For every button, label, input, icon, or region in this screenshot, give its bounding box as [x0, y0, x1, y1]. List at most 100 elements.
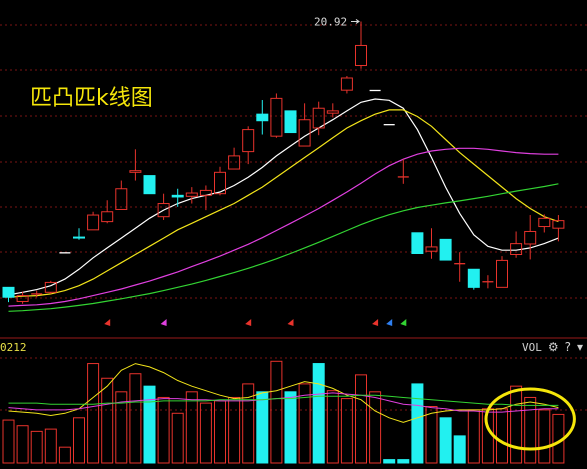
candle-body — [340, 77, 353, 91]
volume-bar — [496, 408, 508, 464]
signal-marker — [400, 319, 407, 326]
candle-body — [129, 170, 142, 173]
volume-bar — [538, 409, 551, 464]
signal-marker — [104, 319, 111, 326]
candle-body — [284, 110, 297, 134]
candle-body — [101, 211, 114, 223]
high-price-arrow — [351, 19, 360, 24]
candle-body — [552, 220, 565, 229]
candle — [552, 215, 565, 242]
volume-bar — [44, 428, 57, 464]
volume-bar — [115, 391, 128, 464]
candle — [228, 147, 241, 170]
candle-body — [411, 232, 424, 254]
candle — [340, 76, 353, 94]
candle — [157, 193, 170, 220]
candle — [411, 232, 424, 254]
candle — [524, 215, 537, 260]
candle — [482, 275, 494, 289]
volume-bar — [73, 417, 85, 464]
candle-body — [228, 155, 241, 170]
candle — [256, 100, 269, 135]
ma-line-ma-white — [8, 98, 559, 296]
ma-line-ma-yellow — [8, 109, 559, 298]
candle-body — [256, 113, 269, 122]
volume-bar — [439, 417, 452, 464]
candle-body — [115, 188, 128, 210]
candle — [397, 159, 409, 184]
candle — [214, 166, 226, 196]
volume-bar — [425, 406, 438, 464]
candle — [467, 268, 480, 290]
signal-markers — [104, 319, 407, 326]
candle — [31, 290, 43, 298]
signal-marker — [245, 319, 252, 326]
candle — [129, 149, 142, 181]
candle-body — [326, 110, 339, 114]
signal-marker — [372, 319, 379, 326]
volume-bar — [87, 363, 100, 464]
volume-bar — [242, 383, 255, 464]
candle-body — [298, 119, 311, 147]
candle — [115, 180, 128, 210]
candle — [355, 21, 367, 69]
candle — [510, 231, 523, 258]
candle-body — [425, 246, 438, 252]
volume-bar — [312, 363, 325, 464]
candle-body — [2, 286, 15, 298]
candle — [270, 93, 283, 138]
candle — [44, 280, 57, 294]
candle-body — [538, 217, 551, 228]
candle — [143, 175, 156, 195]
volume-bar — [30, 430, 43, 464]
volume-highlight-circle — [484, 387, 576, 451]
candle — [101, 200, 114, 224]
volume-bar — [298, 383, 311, 464]
volume-bar — [256, 391, 269, 464]
candle — [171, 188, 184, 207]
candles — [2, 21, 565, 304]
candle — [298, 103, 311, 147]
ma-line-ma-green — [8, 183, 559, 312]
candle-body — [270, 97, 283, 137]
volume-bar — [340, 398, 353, 464]
candle — [454, 252, 466, 282]
volume-bar — [101, 377, 114, 464]
candle — [73, 228, 85, 240]
vol-label[interactable]: VOL — [521, 340, 542, 354]
dropdown-icon[interactable]: ▾ — [576, 340, 583, 354]
volume-bar — [2, 419, 15, 464]
candle-body — [496, 259, 508, 288]
volume-bar — [16, 425, 29, 464]
volume-bar — [397, 459, 410, 464]
candle — [496, 256, 508, 288]
candle — [312, 101, 325, 136]
candle-body — [143, 175, 156, 195]
ma-line-ma-magenta — [8, 147, 559, 307]
gear-icon[interactable]: ⚙ — [547, 340, 559, 354]
candle-body — [467, 268, 480, 288]
candle — [185, 187, 198, 204]
volume-bar — [143, 385, 156, 464]
candle-body — [87, 214, 100, 231]
candle-body — [214, 171, 226, 195]
candle-body — [157, 203, 170, 218]
volume-bar — [411, 383, 424, 464]
chart-overlay-title: 匹凸匹k线图 — [30, 86, 153, 111]
candle-body — [510, 243, 523, 255]
candle-body — [524, 230, 537, 245]
volume-bar — [157, 396, 170, 464]
signal-marker — [160, 319, 167, 326]
candle — [16, 291, 29, 304]
candle-body — [185, 192, 198, 197]
volume-bar — [467, 409, 480, 464]
volume-bar — [383, 459, 396, 464]
volume-bar — [129, 373, 142, 464]
volume-bar — [270, 360, 283, 464]
candle — [439, 238, 452, 261]
help-icon[interactable]: ? — [564, 340, 571, 354]
candle-body — [242, 129, 255, 153]
volume-code: 0212 — [0, 341, 27, 354]
